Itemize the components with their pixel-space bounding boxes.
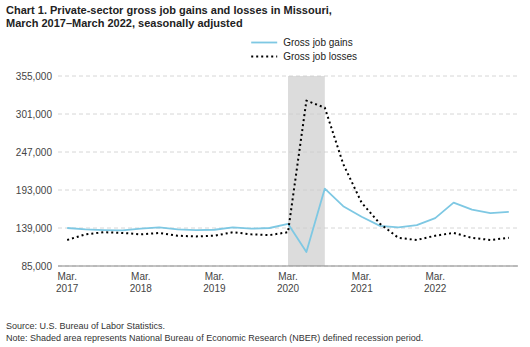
x-tick-line: 2022	[424, 283, 447, 294]
x-tick-line: Mar.	[131, 271, 150, 282]
grid-line	[58, 266, 518, 267]
lines	[67, 101, 509, 252]
y-tick-label: 247,000	[16, 147, 53, 158]
x-tick-line: Mar.	[425, 271, 444, 282]
x-axis-line	[58, 266, 518, 267]
series-line	[67, 189, 509, 252]
x-tick-label: Mar.2019	[203, 271, 226, 294]
y-tick-label: 85,000	[21, 261, 52, 272]
x-tick-line: 2019	[203, 283, 226, 294]
source-note: Source: U.S. Bureau of Labor Statistics.…	[6, 321, 423, 343]
x-tick-line: Mar.	[205, 271, 224, 282]
y-tick-label: 301,000	[16, 109, 53, 120]
y-tick-label: 193,000	[16, 185, 53, 196]
legend-label: Gross job losses	[283, 51, 357, 62]
y-grid	[58, 76, 518, 266]
y-tick-label: 139,000	[16, 223, 53, 234]
source-note-line: Source: U.S. Bureau of Labor Statistics.	[6, 321, 165, 331]
source-note-line: Note: Shaded area represents National Bu…	[6, 333, 423, 343]
x-tick-line: 2018	[130, 283, 153, 294]
legend-swatch	[251, 42, 277, 44]
x-tick-line: 2021	[350, 283, 373, 294]
title: Chart 1. Private-sector gross job gains …	[6, 4, 332, 29]
grid-line	[58, 114, 518, 115]
y-tick-label: 355,000	[16, 71, 53, 82]
x-tick-label: Mar.2017	[56, 271, 79, 294]
grid-line	[58, 152, 518, 153]
x-tick-line: 2020	[277, 283, 300, 294]
legend-swatch	[251, 56, 277, 58]
x-tick-label: Mar.2018	[130, 271, 153, 294]
series-line	[67, 101, 509, 240]
x-tick-label: Mar.2022	[424, 271, 447, 294]
title-line: March 2017–March 2022, seasonally adjust…	[6, 17, 243, 29]
legend: Gross job gains Gross job losses	[251, 37, 357, 62]
x-tick-line: Mar.	[352, 271, 371, 282]
legend-label: Gross job gains	[283, 37, 352, 48]
grid-line	[58, 76, 518, 77]
title-line: Chart 1. Private-sector gross job gains …	[6, 4, 332, 16]
x-tick-label: Mar.2021	[350, 271, 373, 294]
grid-line	[58, 190, 518, 191]
x-tick-label: Mar.2020	[277, 271, 300, 294]
x-tick-line: 2017	[56, 283, 79, 294]
x-tick-line: Mar.	[278, 271, 297, 282]
chart: Chart 1. Private-sector gross job gains …	[0, 0, 530, 347]
x-tick-line: Mar.	[57, 271, 76, 282]
